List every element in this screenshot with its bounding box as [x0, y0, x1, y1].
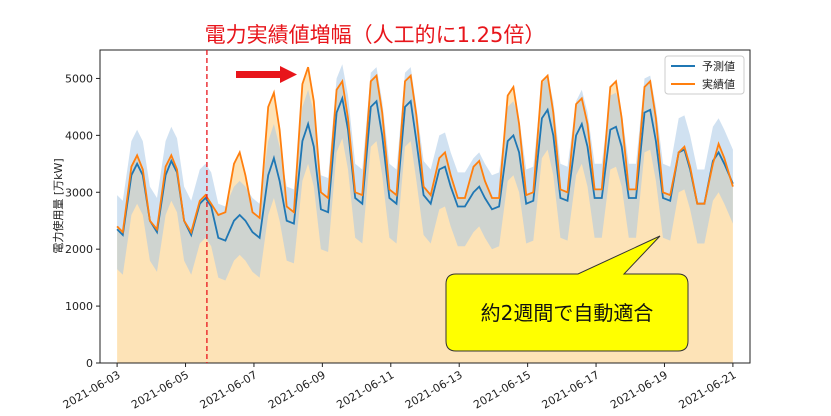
- y-axis-label: 電力使用量 [万kW]: [52, 158, 65, 253]
- x-tick-label: 2021-06-19: [608, 368, 670, 411]
- y-axis: 0 1000 2000 3000 4000 5000: [65, 72, 100, 370]
- plot-frame: [99, 49, 751, 364]
- x-tick-label: 2021-06-07: [198, 368, 260, 411]
- annotation-callout: 約2週間で自動適合: [445, 235, 689, 352]
- legend-forecast-label: 予測値: [702, 59, 735, 73]
- y-tick-label: 3000: [65, 186, 93, 199]
- x-tick-label: 2021-06-21: [677, 368, 739, 411]
- forecast-band: [117, 64, 733, 281]
- callout-bubble: [445, 235, 689, 352]
- x-tick-label: 2021-06-17: [540, 368, 602, 411]
- x-tick-label: 2021-06-03: [61, 368, 123, 411]
- y-tick-label: 5000: [65, 72, 93, 85]
- callout-text: 約2週間で自動適合: [481, 301, 654, 325]
- actual-line: [116, 66, 734, 235]
- x-tick-label: 2021-06-11: [334, 368, 396, 411]
- legend: 予測値 実績値: [664, 55, 745, 95]
- forecast-line: [116, 95, 734, 242]
- chart-title: 電力実績値増幅（人工的に1.25倍）: [205, 23, 546, 47]
- y-tick-label: 2000: [65, 243, 93, 256]
- legend-actual-label: 実績値: [702, 77, 735, 91]
- x-tick-label: 2021-06-05: [129, 368, 191, 411]
- x-tick-label: 2021-06-13: [403, 368, 465, 411]
- y-tick-label: 1000: [65, 300, 93, 313]
- x-axis: 2021-06-03 2021-06-05 2021-06-07 2021-06-09…: [61, 363, 739, 412]
- x-tick-label: 2021-06-15: [471, 368, 533, 411]
- y-tick-label: 4000: [65, 129, 93, 142]
- right-arrow-icon: [236, 66, 297, 83]
- y-tick-label: 0: [86, 357, 93, 370]
- x-tick-label: 2021-06-09: [266, 368, 328, 411]
